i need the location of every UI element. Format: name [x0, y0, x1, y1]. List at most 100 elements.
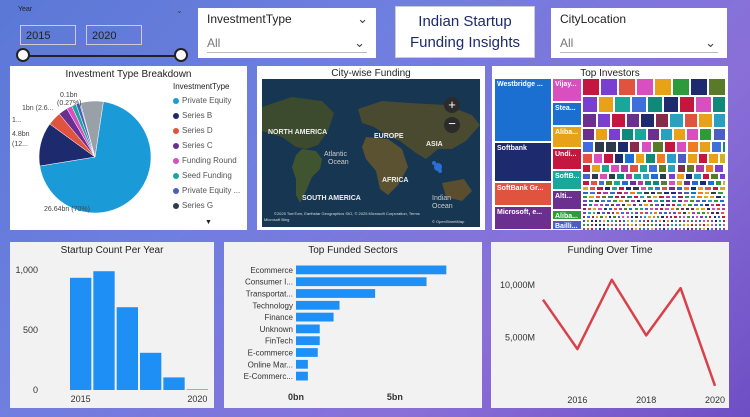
treemap-cell[interactable] — [658, 226, 662, 230]
treemap-cell[interactable] — [718, 186, 726, 191]
legend-item[interactable]: Private Equity — [173, 96, 231, 105]
treemap-cell[interactable] — [719, 210, 725, 215]
treemap-cell[interactable] — [672, 210, 677, 215]
treemap-cell[interactable]: Aliba... — [552, 126, 582, 148]
treemap-cell[interactable] — [705, 206, 711, 211]
treemap-cell[interactable] — [632, 194, 640, 199]
treemap-cell[interactable] — [598, 218, 602, 223]
treemap-cell[interactable] — [582, 153, 593, 164]
treemap-cell[interactable] — [690, 206, 696, 211]
treemap-cell[interactable] — [602, 226, 606, 230]
treemap-cell[interactable] — [599, 214, 604, 219]
treemap-cell[interactable] — [621, 214, 626, 219]
treemap-cell[interactable] — [678, 222, 682, 227]
treemap-cell[interactable] — [610, 226, 614, 230]
treemap-cell[interactable] — [648, 202, 655, 207]
treemap-cell[interactable] — [687, 141, 699, 153]
treemap-cell[interactable] — [722, 141, 726, 153]
treemap-cell[interactable] — [654, 206, 660, 211]
treemap-cell[interactable] — [664, 194, 671, 199]
map-area[interactable]: NORTH AMERICA EUROPE ASIA Atlantic Ocean… — [262, 79, 480, 227]
treemap-cell[interactable] — [582, 96, 599, 113]
treemap-cell[interactable] — [606, 222, 610, 227]
treemap-cell[interactable] — [651, 194, 659, 199]
treemap-cell[interactable] — [669, 214, 674, 219]
treemap-cell[interactable] — [658, 218, 662, 223]
zoom-in-button[interactable]: + — [444, 97, 460, 113]
treemap-cell[interactable] — [708, 214, 713, 219]
treemap-cell[interactable] — [714, 222, 718, 227]
treemap-cell[interactable] — [605, 141, 618, 153]
treemap-cell[interactable] — [640, 141, 653, 153]
treemap-cell[interactable] — [697, 153, 708, 164]
treemap-cell[interactable] — [646, 186, 654, 191]
treemap-cell[interactable]: SoftB... — [552, 170, 582, 190]
treemap-cell[interactable] — [675, 141, 688, 153]
treemap-cell[interactable] — [598, 226, 602, 230]
treemap-cell[interactable] — [718, 222, 722, 227]
treemap-cell[interactable] — [706, 218, 710, 223]
treemap-cell[interactable] — [674, 206, 680, 211]
treemap-cell[interactable] — [606, 218, 610, 223]
treemap-cell[interactable] — [607, 194, 614, 199]
treemap-cell[interactable] — [632, 186, 640, 191]
treemap-cell[interactable] — [608, 214, 613, 219]
treemap-cell[interactable] — [653, 210, 658, 215]
bar[interactable] — [296, 371, 308, 381]
treemap-cell[interactable] — [718, 153, 726, 164]
treemap-cell[interactable] — [603, 153, 614, 164]
treemap-cell[interactable] — [709, 194, 716, 199]
treemap-cell[interactable] — [626, 202, 632, 207]
bar[interactable] — [296, 277, 427, 287]
treemap-cell[interactable] — [624, 153, 635, 164]
treemap-cell[interactable] — [608, 127, 622, 141]
treemap-cell[interactable] — [609, 202, 616, 207]
treemap-cell[interactable] — [582, 194, 589, 199]
treemap-cell[interactable] — [669, 112, 684, 128]
treemap-cell[interactable] — [620, 194, 627, 199]
treemap-cell[interactable] — [682, 218, 686, 223]
bar[interactable] — [163, 377, 185, 390]
treemap-cell[interactable] — [691, 210, 696, 215]
treemap-cell[interactable] — [670, 194, 678, 199]
treemap-cell[interactable] — [610, 218, 614, 223]
treemap-cell[interactable] — [614, 226, 618, 230]
treemap-cell[interactable] — [710, 172, 719, 180]
treemap-cell[interactable] — [715, 210, 720, 215]
treemap-cell[interactable] — [685, 206, 691, 211]
treemap-cell[interactable] — [582, 198, 588, 203]
treemap-cell[interactable] — [605, 180, 614, 186]
treemap-cell[interactable] — [712, 112, 726, 128]
bar[interactable] — [296, 265, 447, 275]
year-end-input[interactable]: 2020 — [86, 25, 142, 45]
treemap-cell[interactable] — [721, 194, 726, 199]
treemap-cell[interactable] — [686, 222, 690, 227]
treemap-cell[interactable] — [611, 112, 626, 128]
treemap-cell[interactable] — [653, 198, 660, 203]
treemap-cell[interactable] — [605, 198, 612, 203]
treemap-cell[interactable] — [710, 141, 723, 153]
treemap-cell[interactable] — [646, 226, 650, 230]
treemap-cell[interactable] — [702, 194, 709, 199]
treemap-cell[interactable] — [629, 214, 635, 219]
treemap-cell[interactable] — [642, 214, 648, 219]
treemap-cell[interactable] — [643, 206, 649, 211]
treemap-cell[interactable] — [642, 190, 650, 195]
treemap-cell[interactable] — [634, 222, 638, 227]
treemap-cell[interactable] — [590, 214, 596, 219]
treemap-cell[interactable] — [604, 202, 610, 207]
treemap-cell[interactable] — [673, 214, 678, 219]
treemap-cell[interactable] — [626, 218, 630, 223]
treemap-cell[interactable] — [595, 214, 600, 219]
treemap-cell[interactable] — [666, 222, 670, 227]
treemap-cell[interactable] — [641, 198, 648, 203]
treemap-cell[interactable] — [586, 210, 592, 215]
treemap-cell[interactable] — [708, 153, 719, 164]
treemap-cell[interactable] — [634, 127, 648, 141]
treemap-cell[interactable] — [634, 226, 638, 230]
treemap-cell[interactable] — [672, 78, 690, 96]
treemap-cell[interactable] — [722, 222, 726, 227]
treemap-cell[interactable] — [702, 226, 706, 230]
treemap-cell[interactable] — [687, 153, 698, 164]
treemap-cell[interactable] — [703, 190, 711, 195]
